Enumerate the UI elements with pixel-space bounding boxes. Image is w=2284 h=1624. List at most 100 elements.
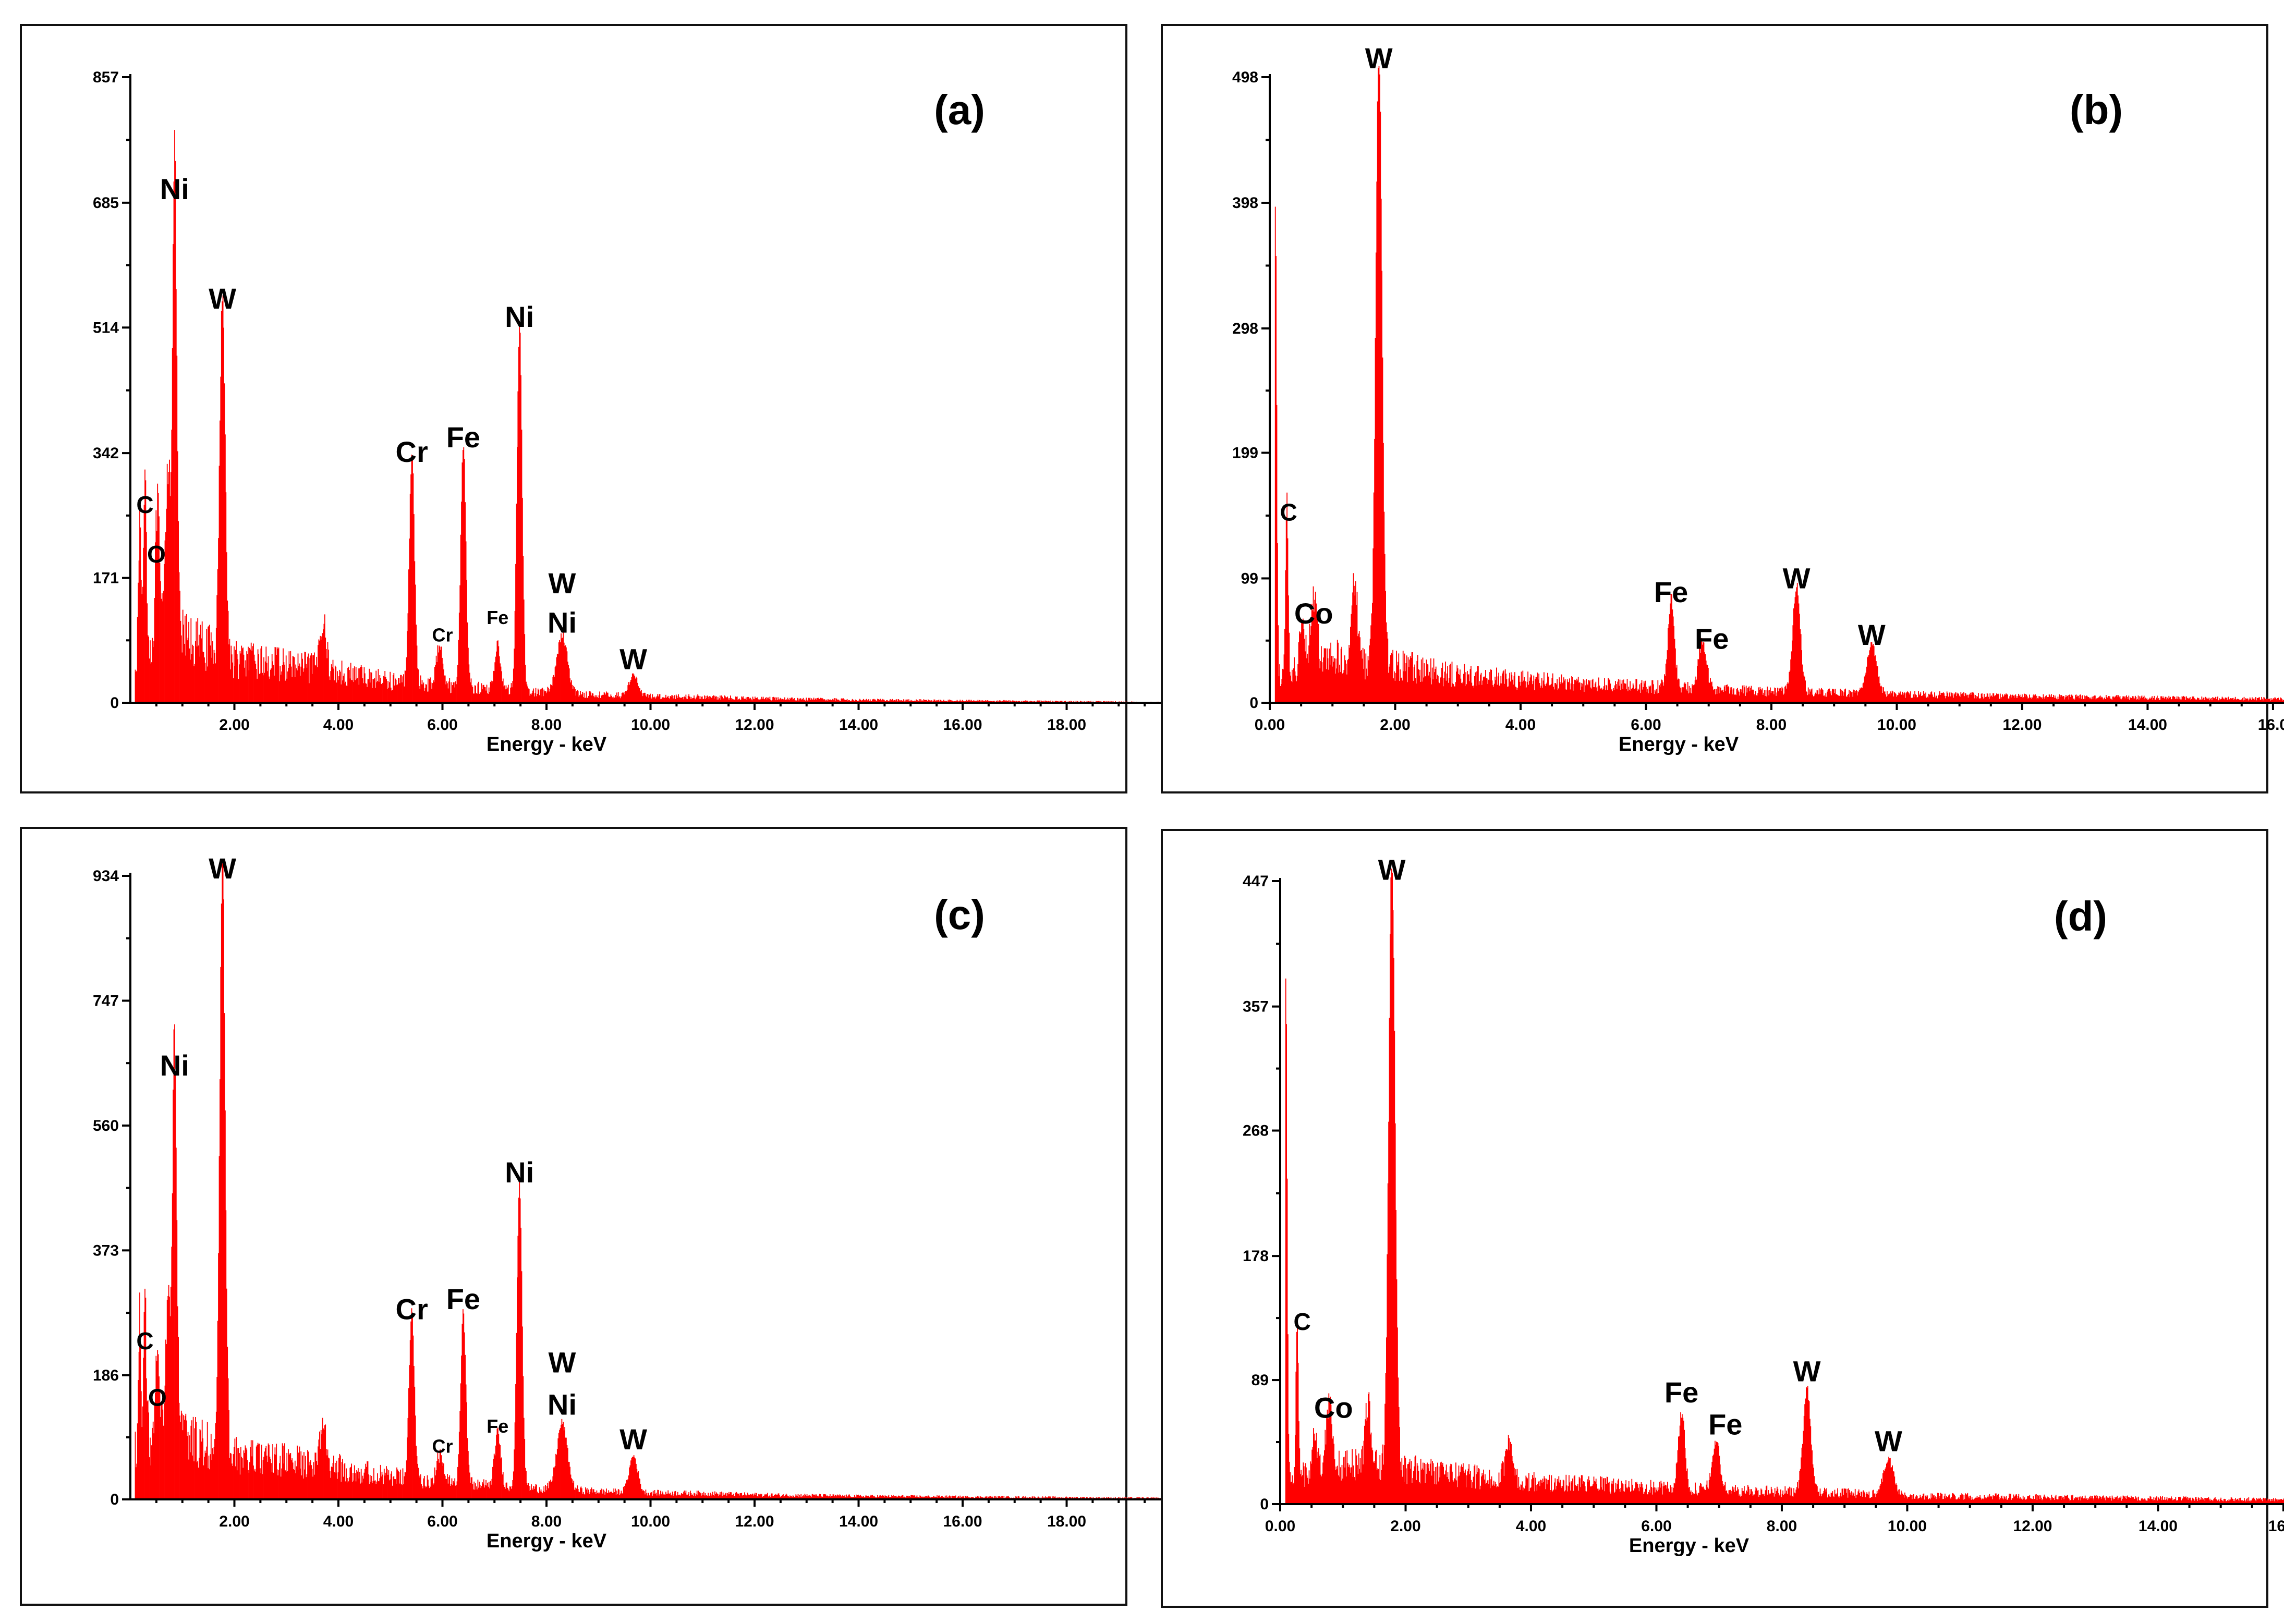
spectrum-bin [245,1447,247,1499]
spectrum-bin [965,1496,967,1499]
spectrum-bin [1994,696,1995,703]
spectrum-bin [302,1455,303,1499]
spectrum-bin [1790,659,1791,703]
spectrum-bin [1835,689,1836,703]
spectrum-bin [418,686,420,703]
spectrum-bin [617,1494,618,1499]
spectrum-bin [1702,644,1703,703]
spectrum-bin [1551,683,1552,703]
spectrum-bin [1614,685,1615,703]
spectrum-bin [1870,642,1872,703]
spectrum-bin [1434,672,1435,703]
spectrum-bin [260,1473,262,1499]
spectrum-bin [205,1453,206,1499]
spectrum-bin [2179,699,2180,703]
spectrum-bin [1667,650,1668,703]
spectrum-bin [860,700,861,703]
spectrum-bin [1641,682,1642,703]
spectrum-bin [1694,1494,1695,1504]
spectrum-bin [901,700,902,703]
spectrum-bin [1049,1496,1050,1499]
spectrum-bin [1590,1486,1591,1504]
spectrum-bin [222,301,223,703]
spectrum-bin [777,697,779,703]
spectrum-bin [805,1495,806,1499]
peak-label: O [148,1384,167,1411]
spectrum-bin [575,689,576,703]
spectrum-bin [161,599,162,703]
spectrum-bin [871,1495,872,1499]
spectrum-bin [1413,680,1414,703]
spectrum-bin [2228,697,2229,703]
spectrum-bin [645,692,646,703]
spectrum-bin [1874,656,1875,703]
spectrum-bin [1905,698,1906,703]
spectrum-bin [2052,697,2054,703]
spectrum-bin [1639,684,1641,703]
spectrum-bin [339,671,341,703]
spectrum-bin [874,699,876,703]
spectrum-bin [1584,1486,1586,1504]
spectrum-bin [1636,679,1637,703]
spectrum-bin [1853,689,1854,703]
spectrum-bin [530,693,531,703]
spectrum-bin [1299,633,1301,703]
spectrum-bin [2256,698,2258,703]
spectrum-bin [1314,1440,1316,1504]
spectrum-bin [1633,685,1634,703]
spectrum-bin [801,1497,803,1499]
spectrum-bin [718,699,719,703]
spectrum-bin [965,1496,966,1499]
spectrum-bin [1923,691,1924,703]
spectrum-bin [1421,1470,1422,1504]
spectrum-bin [1374,1461,1375,1504]
spectrum-bin [1332,1438,1333,1504]
spectrum-bin [836,699,837,703]
spectrum-bin [1285,518,1287,703]
spectrum-bin [2095,695,2096,703]
spectrum-bin [1680,1412,1681,1504]
spectrum-bin [643,693,644,703]
spectrum-bin [2133,696,2134,703]
spectrum-bin [1428,675,1429,703]
spectrum-bin [1752,689,1754,703]
spectrum-bin [1392,650,1393,703]
spectrum-bin [309,1465,310,1499]
spectrum-bin [921,700,922,703]
spectrum-bin [1681,687,1683,703]
spectrum-bin [911,1495,913,1499]
spectrum-bin [591,1487,592,1499]
spectrum-bin [702,1495,703,1499]
spectrum-bin [274,647,276,703]
spectrum-bin [1941,693,1942,703]
spectrum-bin [1593,1484,1594,1504]
spectrum-bin [232,662,233,703]
spectrum-bin [282,665,283,703]
spectrum-bin [1473,686,1474,703]
spectrum-bin [1904,692,1905,703]
spectrum-bin [2166,699,2167,703]
spectrum-bin [671,1495,673,1499]
spectrum-bin [275,1455,276,1499]
spectrum-bin [673,1495,674,1499]
spectrum-bin [947,700,949,703]
spectrum-bin [1481,685,1483,703]
spectrum-bin [551,1482,552,1499]
spectrum-bin [674,695,675,703]
spectrum-bin [257,1443,259,1499]
spectrum-bin [1979,699,1981,703]
spectrum-bin [926,700,927,703]
spectrum-bin [334,1472,335,1499]
spectrum-bin [734,700,736,703]
spectrum-bin [1292,682,1294,703]
spectrum-bin [1666,1488,1668,1504]
spectrum-bin [1423,1470,1425,1504]
spectrum-bin [1838,695,1839,703]
spectrum-bin [809,1495,810,1499]
spectrum-bin [2063,696,2064,703]
spectrum-bin [274,1447,276,1499]
spectrum-bin [741,1493,743,1499]
spectrum-bin [866,1495,867,1499]
spectrum-bin [2075,694,2077,703]
spectrum-bin [1688,686,1690,703]
